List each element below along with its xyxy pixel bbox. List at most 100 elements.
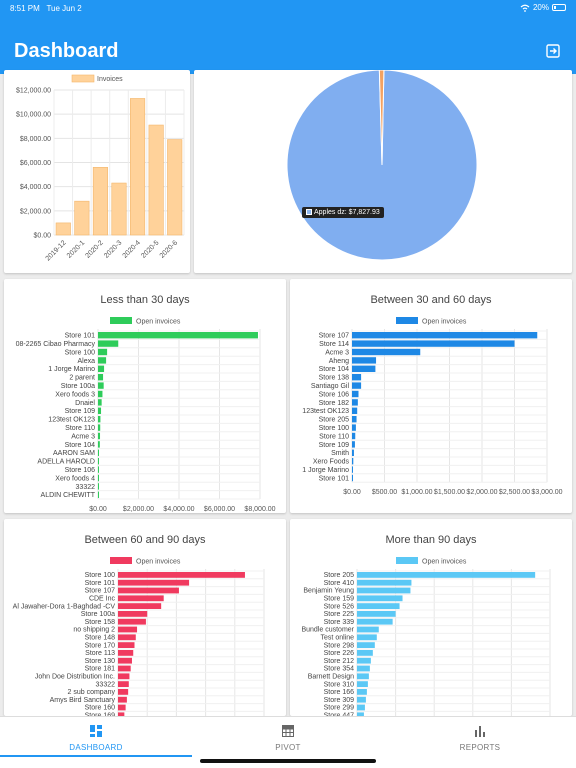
y-category-label: 2 sub company [68,689,116,696]
battery-percent: 20% [532,3,549,12]
legend-swatch [396,317,418,324]
aging-bar [357,603,400,609]
y-tick-label: $2,000.00 [20,208,51,215]
y-category-label: Smith [331,450,349,457]
exit-icon[interactable] [546,44,560,58]
aging-bar [118,626,138,633]
y-category-label: Store 100a [81,611,115,618]
invoice-bar [92,167,108,236]
y-category-label: Store 226 [324,650,354,657]
y-category-label: Store 158 [85,619,115,626]
y-category-label: Xero Foods [313,459,350,466]
y-category-label: Benjamin Yeung [303,588,354,595]
pie-chart [286,70,478,261]
x-tick-label: $2,000.00 [123,506,154,513]
aging-bar [357,704,365,711]
y-category-label: Aheng [329,358,349,365]
y-category-label: Store 104 [319,366,349,373]
y-category-label: Store 101 [85,580,115,587]
status-time: 8:51 PM Tue Jun 2 [10,4,82,13]
aging-bar [98,332,258,339]
aging-bar [352,357,377,364]
battery-icon [552,4,566,11]
invoice-bar [167,139,183,236]
y-category-label: Store 109 [65,408,95,415]
invoice-bar [74,200,90,236]
x-tick-label: 2020-1 [66,239,86,259]
invoice-bar [55,222,71,236]
aging-bar [118,650,134,656]
y-category-label: ADELLA HAROLD [37,459,95,466]
y-category-label: no shipping 2 [73,627,115,634]
aging-bar [352,449,354,456]
y-category-label: Amys Bird Sanctuary [50,697,116,704]
y-category-label: Store 114 [319,341,349,348]
aging-title-3: More than 90 days [385,534,477,546]
aging-card-0: Less than 30 days Open invoices $0.00 $2,0… [4,279,286,513]
nav-reports[interactable]: REPORTS [384,717,576,768]
y-category-label: Xero foods 3 [55,391,95,398]
legend-label: Open invoices [422,319,467,326]
aging-bar [98,348,108,356]
nav-pivot[interactable]: PIVOT [192,717,384,768]
x-tick-label: 2019-12 [45,239,68,262]
nav-dashboard[interactable]: DASHBOARD [0,717,192,768]
y-category-label: 33322 [96,681,116,688]
y-category-label: Store 205 [319,417,349,424]
aging-bar [357,642,375,648]
y-category-label: Store 101 [319,475,349,482]
legend-label: Open invoices [136,319,181,326]
aging-bar [352,458,354,465]
aging-bar [352,340,515,347]
y-category-label: Store 160 [85,705,115,712]
invoices-bar-chart: $0.00 $2,000.00 $4,000.00 $6,000.00 $8,000.0… [16,74,185,263]
legend-swatch [110,317,132,324]
y-category-label: 1 Jorge Marino [48,366,95,373]
y-category-label: Acme 3 [71,433,95,440]
y-category-label: Store 106 [65,467,95,474]
y-category-label: Al Jawaher-Dora 1-Baghdad -CV [13,603,116,610]
y-category-label: Xero foods 4 [55,475,95,482]
aging-bar [118,603,162,609]
y-category-label: Store 107 [85,588,115,595]
aging-bar [352,348,421,356]
aging-bar [357,712,364,716]
y-category-label: 123test OK123 [302,408,349,415]
invoice-bar [148,124,164,236]
y-category-label: Store 104 [65,442,95,449]
aging-bar [98,390,103,398]
x-tick-label: 2020-6 [159,239,179,259]
aging-bar [357,673,369,680]
y-category-label: Store 354 [324,666,354,673]
y-category-label: Store 110 [65,425,95,432]
y-category-label: Store 100a [61,383,95,390]
y-category-label: Store 447 [324,712,354,716]
aging-card-3: More than 90 days Open invoices Store 205… [290,519,572,716]
y-category-label: ALDIN CHEWITT [41,492,96,499]
aging-bar [357,579,412,586]
y-category-label: Store 130 [85,658,115,665]
y-category-label: 123test OK123 [48,417,95,424]
y-category-label: 33322 [76,484,96,491]
legend-label: Invoices [97,76,123,83]
aging-bar-chart-1: Open invoices $0.00 $500.00 $1,000.00 $1,500… [302,317,563,496]
y-category-label: Store 212 [324,658,354,665]
pie-tooltip: Apples dz: $7,827.93 [302,207,384,218]
wifi-icon [520,4,530,12]
aging-bar [357,572,536,578]
y-category-label: Barnett Design [308,673,354,680]
aging-bar [352,382,362,389]
x-tick-label: 2020-5 [140,239,160,259]
y-category-label: Store 205 [324,572,354,579]
y-category-label: Acme 3 [325,349,349,356]
y-category-label: 2 parent [69,375,95,382]
aging-title-0: Less than 30 days [100,294,190,306]
aging-bar [98,365,105,372]
y-category-label: Store 299 [324,705,354,712]
aging-bar [98,416,101,423]
y-category-label: Store 107 [319,333,349,340]
aging-bar [352,390,359,398]
x-tick-label: $8,000.00 [244,506,275,513]
aging-bar [118,712,125,716]
nav-label-dashboard: DASHBOARD [69,743,123,752]
